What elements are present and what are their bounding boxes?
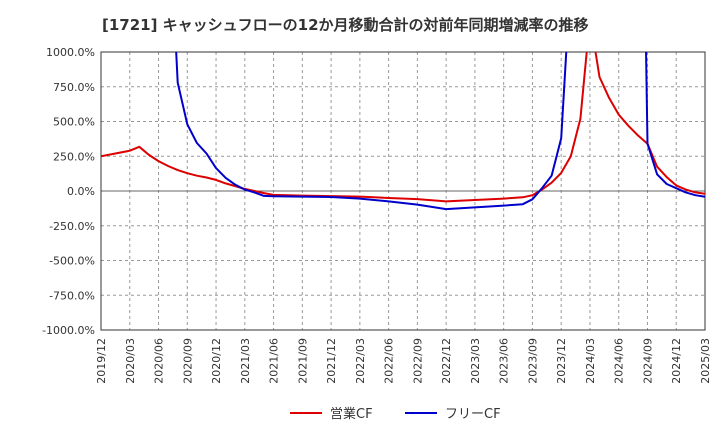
series-line-1 <box>101 52 705 203</box>
x-tick-label: 2024/09 <box>641 338 654 384</box>
x-tick-label: 2021/03 <box>239 338 252 384</box>
axes: 1000.0% 750.0% 500.0% 250.0% 0.0% -250.0% -500… <box>42 46 712 384</box>
x-tick-label: 2023/09 <box>526 338 539 384</box>
y-tick-label: -750.0% <box>49 289 95 302</box>
x-tick-label: 2023/03 <box>469 338 482 384</box>
y-tick-label: 500.0% <box>53 116 95 129</box>
x-tick-label: 2021/12 <box>325 338 338 384</box>
x-tick-label: 2020/09 <box>181 338 194 384</box>
x-tick-label: 2019/12 <box>95 338 108 384</box>
x-tick-label: 2024/03 <box>584 338 597 384</box>
x-tick-label: 2020/03 <box>124 338 137 384</box>
x-tick-label: 2023/06 <box>498 338 511 384</box>
plot-series <box>101 52 705 211</box>
x-tick-label: 2021/06 <box>268 338 281 384</box>
x-tick-label: 2024/12 <box>670 338 683 384</box>
x-tick-label: 2025/03 <box>699 338 712 384</box>
x-tick-label: 2022/03 <box>354 338 367 384</box>
y-tick-label: 750.0% <box>53 81 95 94</box>
y-tick-label: 1000.0% <box>46 46 95 59</box>
y-tick-label: 250.0% <box>53 150 95 163</box>
legend: 営業CF フリーCF <box>290 406 501 422</box>
x-tick-label: 2022/06 <box>383 338 396 384</box>
legend-label-1: 営業CF <box>330 406 373 422</box>
x-tick-label: 2023/12 <box>555 338 568 384</box>
y-tick-label: 0.0% <box>67 185 95 198</box>
plot-border <box>100 51 706 331</box>
series-line-2 <box>175 52 705 211</box>
x-tick-label: 2022/09 <box>411 338 424 384</box>
chart-title: [1721] キャッシュフローの12か月移動合計の対前年同期増減率の推移 <box>102 16 589 34</box>
x-tick-label: 2022/12 <box>440 338 453 384</box>
y-tick-label: -250.0% <box>49 220 95 233</box>
y-tick-label: -500.0% <box>49 255 95 268</box>
x-tick-label: 2024/06 <box>613 338 626 384</box>
y-tick-label: -1000.0% <box>42 324 95 337</box>
x-tick-label: 2021/09 <box>296 338 309 384</box>
legend-label-2: フリーCF <box>445 407 501 422</box>
x-tick-label: 2020/06 <box>153 338 166 384</box>
x-tick-label: 2020/12 <box>210 338 223 384</box>
